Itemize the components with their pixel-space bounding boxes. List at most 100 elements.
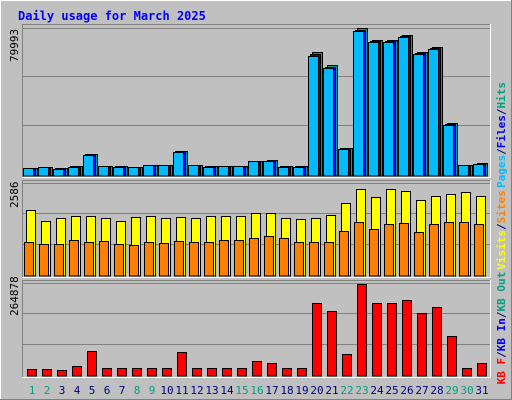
kbytes-panel-bar-kb-f: [387, 303, 397, 377]
chart-title: Daily usage for March 2025: [18, 9, 206, 23]
visits-panel-bar-sites: [294, 242, 304, 277]
visits-panel-bar-sites: [309, 242, 319, 277]
hits-panel-bar-pages: [368, 42, 379, 177]
visits-panel-bar-sites: [129, 245, 139, 277]
kbytes-panel-bar-kb-f: [192, 368, 202, 377]
hits-panel-bar-pages: [338, 149, 349, 177]
kbytes-panel-bar-kb-f: [462, 368, 472, 377]
day-label: 28: [430, 384, 443, 397]
hits-panel-bar-pages: [278, 167, 289, 177]
visits-panel-frame: [22, 180, 491, 278]
kbytes-panel-bar-kb-f: [237, 368, 247, 377]
legend-sep: /: [495, 223, 508, 230]
day-label: 21: [325, 384, 338, 397]
visits-panel-bar-sites: [54, 244, 64, 277]
hits-panel-bar-pages: [143, 165, 154, 177]
hits-panel-bar-pages: [428, 49, 439, 177]
kbytes-panel-bar-kb-f: [297, 368, 307, 377]
hits-panel-bar-pages: [473, 164, 484, 177]
kbytes-panel-bar-kb-f: [72, 366, 82, 377]
kbytes-max-label: 264878: [8, 276, 21, 316]
day-label: 11: [175, 384, 188, 397]
kbytes-panel-bar-kb-f: [447, 336, 457, 377]
visits-panel-bar-sites: [339, 231, 349, 277]
day-label: 30: [460, 384, 473, 397]
day-label: 4: [74, 384, 81, 397]
hits-panel-bar-pages: [443, 125, 454, 177]
kbytes-panel-bar-kb-f: [432, 307, 442, 377]
kbytes-panel-bar-kb-f: [252, 361, 262, 377]
day-label: 19: [295, 384, 308, 397]
legend-sep: /: [495, 311, 508, 318]
visits-panel-bar-sites: [369, 229, 379, 277]
hits-panel-bar-pages: [23, 168, 34, 177]
kbytes-panel-bar-kb-f: [42, 369, 52, 377]
kbytes-panel-bar-kb-f: [27, 369, 37, 377]
hits-panel-bar-pages: [188, 165, 199, 177]
day-label: 1: [29, 384, 36, 397]
hits-panel-bar-pages: [98, 166, 109, 177]
hits-panel-bar-pages: [173, 152, 184, 177]
kbytes-panel-bar-kb-f: [87, 351, 97, 377]
day-label: 23: [355, 384, 368, 397]
hits-panel-bar-pages: [413, 54, 424, 177]
visits-panel-bar-sites: [234, 240, 244, 277]
hits-panel-bar-pages: [323, 68, 334, 177]
hits-panel-bar-pages: [203, 167, 214, 177]
kbytes-panel-bar-kb-f: [357, 284, 367, 377]
day-label: 7: [119, 384, 126, 397]
day-label: 25: [385, 384, 398, 397]
kbytes-panel-bar-kb-f: [282, 368, 292, 377]
hits-panel-bar-pages: [353, 31, 364, 177]
visits-panel-bar-sites: [114, 244, 124, 277]
visits-panel-bar-sites: [399, 223, 409, 277]
kbytes-panel-bar-kb-f: [372, 303, 382, 377]
kbytes-panel-bar-kb-f: [402, 300, 412, 377]
day-label: 12: [190, 384, 203, 397]
visits-panel-bar-sites: [414, 232, 424, 277]
day-label: 3: [59, 384, 66, 397]
kbytes-panel-bar-kb-f: [342, 354, 352, 377]
visits-panel-bar-sites: [24, 242, 34, 277]
kbytes-panel-bar-kb-f: [57, 370, 67, 377]
visits-panel-bar-sites: [84, 242, 94, 277]
legend-sep: /: [495, 108, 508, 115]
hits-panel-bar-pages: [293, 167, 304, 177]
visits-panel-bar-sites: [354, 222, 364, 277]
day-label: 17: [265, 384, 278, 397]
visits-panel-bar-sites: [159, 243, 169, 277]
visits-panel-bar-sites: [174, 241, 184, 277]
visits-panel-bar-sites: [69, 240, 79, 277]
kbytes-panel-bar-kb-f: [132, 368, 142, 377]
hits-panel-bar-pages: [83, 155, 94, 177]
kbytes-panel-bar-kb-f: [312, 303, 322, 377]
legend-visits: Visits: [495, 230, 508, 270]
legend-sep: /: [495, 351, 508, 358]
visits-panel-bar-sites: [144, 242, 154, 277]
legend-sites: Sites: [495, 190, 508, 223]
day-label: 29: [445, 384, 458, 397]
hits-panel-frame: [22, 24, 491, 178]
visits-panel-bar-sites: [39, 244, 49, 277]
legend-files: Files: [495, 115, 508, 148]
visits-panel-bar-sites: [384, 224, 394, 277]
gridlines: [23, 28, 490, 345]
day-label: 14: [220, 384, 234, 397]
kbytes-panel-bar-kb-f: [222, 368, 232, 377]
hits-panel-bar-pages: [233, 166, 244, 177]
day-label: 15: [235, 384, 248, 397]
hits-panel-bar-pages: [383, 42, 394, 177]
visits-panel-bar-sites: [279, 238, 289, 277]
day-label: 6: [104, 384, 111, 397]
legend-kb-in: KB In: [495, 318, 508, 351]
visits-panel-bar-sites: [264, 236, 274, 277]
legend-pages: Pages: [495, 155, 508, 188]
hits-panel-bar-pages: [68, 167, 79, 177]
hits-max-label: 79993: [8, 29, 21, 62]
visits-panel-bar-sites: [474, 224, 484, 277]
day-label: 31: [475, 384, 488, 397]
day-label: 10: [160, 384, 173, 397]
day-labels: 1 2 3 4 5 6 7 8 9 10 11 12 13 14 15 16 17 18 19 20 21 22 23 24 2…: [29, 384, 489, 397]
kbytes-panel-bar-kb-f: [177, 352, 187, 377]
